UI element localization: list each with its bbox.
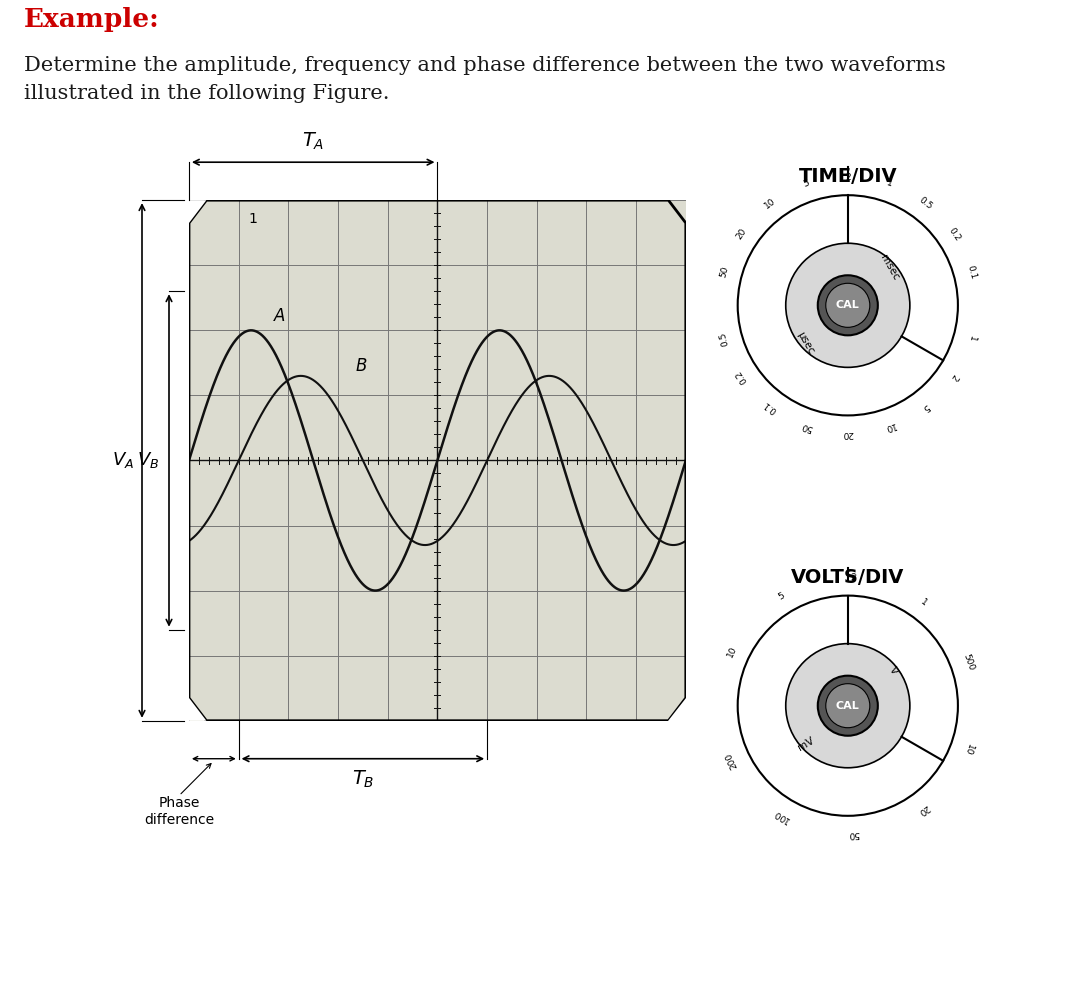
Text: mV: mV — [796, 735, 815, 753]
Text: 5: 5 — [921, 401, 931, 412]
Polygon shape — [669, 200, 686, 223]
Text: V: V — [887, 665, 899, 677]
Circle shape — [818, 676, 878, 736]
Text: 1: 1 — [967, 334, 976, 342]
Text: Determine the amplitude, frequency and phase difference between the two waveform: Determine the amplitude, frequency and p… — [24, 56, 946, 103]
Text: $T_B$: $T_B$ — [352, 769, 374, 790]
Text: 100: 100 — [771, 807, 791, 824]
Text: CAL: CAL — [836, 701, 860, 711]
Text: 10: 10 — [725, 645, 739, 659]
Text: 50: 50 — [799, 420, 813, 432]
Text: 10: 10 — [962, 743, 974, 757]
Polygon shape — [669, 698, 686, 721]
Text: 500: 500 — [961, 653, 975, 672]
Text: 20: 20 — [916, 802, 931, 816]
Text: $V_A$: $V_A$ — [112, 450, 134, 470]
Text: 50: 50 — [718, 265, 730, 279]
Text: 0.5: 0.5 — [718, 330, 730, 346]
Text: μsec: μsec — [795, 330, 816, 356]
Text: $B$: $B$ — [355, 356, 368, 374]
Polygon shape — [189, 200, 206, 223]
Text: 5: 5 — [777, 591, 786, 602]
Circle shape — [826, 684, 869, 728]
Text: 1: 1 — [885, 179, 893, 189]
Text: Example:: Example: — [24, 7, 160, 32]
Circle shape — [738, 596, 958, 816]
Circle shape — [786, 644, 909, 768]
Text: 2: 2 — [949, 371, 960, 381]
Text: 200: 200 — [724, 750, 740, 770]
Text: 0.1: 0.1 — [966, 264, 977, 280]
Circle shape — [818, 275, 878, 335]
Circle shape — [826, 283, 869, 327]
Text: VOLTS/DIV: VOLTS/DIV — [792, 568, 904, 587]
Text: 0.5: 0.5 — [917, 196, 934, 211]
Text: CAL: CAL — [836, 300, 860, 310]
Text: 0.1: 0.1 — [761, 399, 779, 414]
Text: 2: 2 — [845, 173, 851, 181]
Text: 5: 5 — [802, 179, 811, 189]
Circle shape — [738, 195, 958, 415]
Text: 0.2: 0.2 — [733, 368, 748, 385]
Text: 50: 50 — [848, 829, 860, 839]
Text: $T_A$: $T_A$ — [302, 131, 324, 152]
Text: msec: msec — [878, 252, 901, 282]
Text: $A$: $A$ — [273, 306, 286, 324]
Text: 10: 10 — [882, 420, 896, 432]
Text: 20: 20 — [842, 429, 853, 437]
Text: 0.2: 0.2 — [947, 225, 962, 242]
Text: 10: 10 — [762, 196, 778, 211]
Text: 1: 1 — [919, 597, 929, 608]
Polygon shape — [189, 698, 206, 721]
Circle shape — [786, 243, 909, 367]
Text: 2: 2 — [850, 574, 856, 583]
Text: Phase
difference: Phase difference — [144, 796, 214, 827]
Text: $V_B$: $V_B$ — [137, 450, 159, 470]
Text: $1$: $1$ — [247, 212, 257, 226]
Text: TIME/DIV: TIME/DIV — [798, 167, 897, 186]
Text: 20: 20 — [734, 227, 748, 241]
